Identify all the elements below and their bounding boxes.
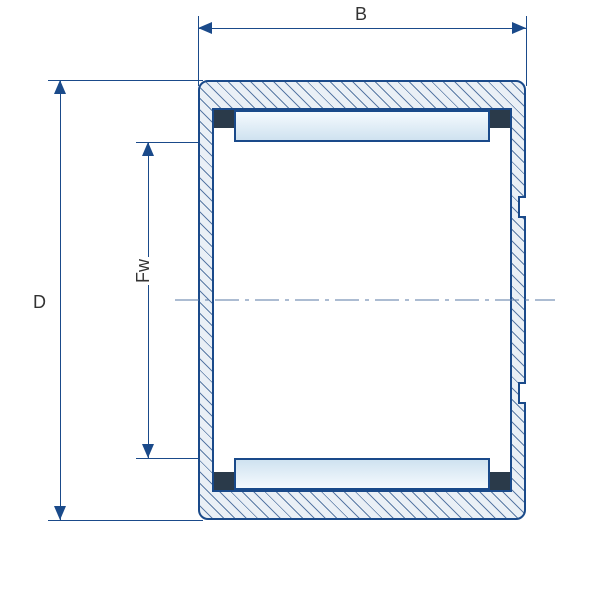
label-Fw: Fw bbox=[133, 257, 154, 285]
label-B: B bbox=[355, 4, 367, 25]
dim-Fw-arrow-bottom bbox=[142, 444, 154, 458]
roller-top bbox=[234, 110, 490, 142]
diagram-canvas: B D Fw bbox=[0, 0, 600, 600]
dim-B-arrow-right bbox=[512, 22, 526, 34]
roller-bottom bbox=[234, 458, 490, 490]
notch-top bbox=[518, 196, 526, 218]
corner-br bbox=[490, 472, 510, 490]
dim-D-ext-top bbox=[48, 80, 203, 81]
dim-B-arrow-left bbox=[198, 22, 212, 34]
corner-tr bbox=[490, 110, 510, 128]
corner-tl bbox=[214, 110, 234, 128]
dim-Fw-line bbox=[148, 142, 149, 458]
dim-B-line bbox=[198, 28, 526, 29]
dim-D-arrow-bottom bbox=[54, 506, 66, 520]
notch-bottom bbox=[518, 382, 526, 404]
dim-Fw-arrow-top bbox=[142, 142, 154, 156]
label-D: D bbox=[33, 292, 46, 313]
dim-D-arrow-top bbox=[54, 80, 66, 94]
dim-D-ext-bottom bbox=[48, 520, 203, 521]
dim-D-line bbox=[60, 80, 61, 520]
dim-B-ext-right bbox=[526, 16, 527, 86]
centerline bbox=[175, 294, 555, 306]
corner-bl bbox=[214, 472, 234, 490]
